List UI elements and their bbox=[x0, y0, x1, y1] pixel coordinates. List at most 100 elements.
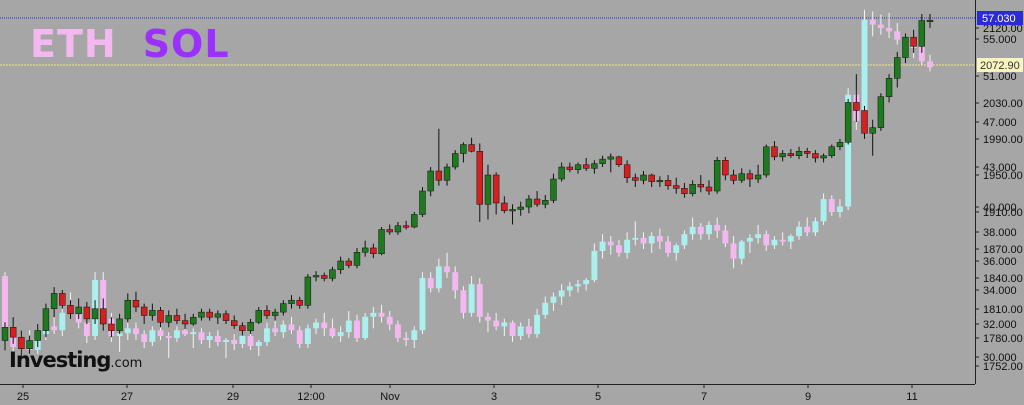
eth-candle bbox=[534, 309, 541, 338]
sol-candle bbox=[34, 324, 41, 348]
eth-candle-body bbox=[378, 312, 385, 317]
sol-candle-body bbox=[517, 206, 524, 210]
eth-candle-body bbox=[877, 24, 884, 28]
sol-candle-body bbox=[746, 173, 754, 180]
sol-candle bbox=[648, 173, 655, 187]
sol-candle bbox=[582, 158, 590, 171]
eth-candle-body bbox=[918, 44, 925, 62]
sol-tick-label: 32.000 bbox=[983, 319, 1017, 331]
eth-candle-body bbox=[648, 236, 655, 244]
sol-candle bbox=[206, 308, 213, 321]
sol-candle bbox=[697, 175, 704, 193]
sol-candle bbox=[550, 173, 557, 203]
sol-candle-body bbox=[566, 166, 574, 170]
eth-candle bbox=[59, 306, 66, 337]
eth-price-badge-label: 2072.90 bbox=[980, 60, 1020, 72]
x-tick-label: 11 bbox=[906, 391, 917, 403]
sol-candle bbox=[345, 258, 353, 269]
eth-price-badge bbox=[977, 58, 1023, 72]
sol-candle-body bbox=[812, 153, 819, 159]
sol-tick-label: 43.000 bbox=[983, 162, 1017, 174]
sol-candle bbox=[869, 119, 876, 156]
sol-candle bbox=[288, 295, 295, 309]
sol-candle-body bbox=[492, 174, 500, 204]
eth-candle-body bbox=[370, 312, 377, 317]
sol-candle bbox=[140, 303, 148, 324]
sol-candle-body bbox=[877, 96, 885, 128]
sol-candle bbox=[763, 144, 770, 178]
eth-candle-body bbox=[632, 237, 639, 240]
y-axis-ticks: 30.000 32.000 34.000 36.000 38.000 40.000 43.0… bbox=[975, 23, 1023, 373]
eth-candle-body bbox=[173, 330, 180, 338]
sol-candle bbox=[492, 172, 500, 215]
sol-candle bbox=[812, 150, 819, 163]
sol-candle-body bbox=[705, 186, 713, 192]
sol-candle-body bbox=[861, 110, 868, 134]
sol-candle bbox=[280, 300, 287, 316]
eth-candle-body bbox=[542, 302, 549, 315]
sol-candle bbox=[722, 156, 729, 181]
sol-candle-body bbox=[853, 102, 860, 111]
eth-candle-body bbox=[231, 340, 238, 344]
price-badges: 57.030 2072.90 bbox=[977, 11, 1023, 72]
sol-candle bbox=[738, 168, 745, 183]
eth-candle-body bbox=[337, 332, 344, 337]
eth-candle bbox=[738, 239, 745, 265]
eth-candle bbox=[485, 312, 491, 333]
eth-candle bbox=[697, 223, 704, 240]
eth-candle-body bbox=[804, 226, 811, 233]
eth-tick-label: 2120.00 bbox=[983, 23, 1023, 35]
eth-candle-body bbox=[583, 280, 590, 285]
sol-candle-body bbox=[59, 293, 66, 306]
sol-candle-body bbox=[910, 36, 917, 47]
eth-candle bbox=[615, 239, 622, 257]
eth-candle bbox=[460, 286, 467, 319]
eth-candle bbox=[435, 258, 442, 293]
sol-candle bbox=[132, 291, 140, 313]
sol-candle bbox=[664, 175, 672, 190]
sol-candle-body bbox=[239, 325, 246, 331]
sol-candle bbox=[632, 173, 639, 187]
eth-candle bbox=[746, 234, 753, 253]
eth-candle bbox=[165, 332, 172, 358]
eth-candle bbox=[403, 332, 410, 346]
sol-candle bbox=[861, 105, 868, 139]
eth-candle-body bbox=[362, 316, 369, 338]
sol-candle-body bbox=[550, 178, 557, 201]
eth-candle bbox=[656, 228, 663, 249]
sol-candle-body bbox=[165, 315, 172, 323]
sol-candle bbox=[222, 310, 230, 324]
sol-candle bbox=[484, 164, 492, 220]
sol-candle bbox=[353, 247, 361, 269]
sol-candle bbox=[181, 313, 189, 329]
sol-candle bbox=[165, 310, 172, 328]
eth-candle-body bbox=[501, 322, 508, 327]
sol-candle bbox=[517, 201, 524, 216]
sol-candle-body bbox=[713, 160, 721, 192]
eth-candle-body bbox=[697, 226, 704, 235]
sol-candle bbox=[673, 177, 680, 194]
x-tick-label: 7 bbox=[701, 391, 707, 403]
sol-candle-body bbox=[1, 327, 9, 341]
eth-candle bbox=[272, 318, 279, 337]
sol-candle bbox=[501, 196, 508, 214]
sol-candle-body bbox=[918, 20, 926, 47]
eth-candle bbox=[394, 320, 401, 342]
sol-candle-body bbox=[632, 177, 639, 181]
sol-price-badge-label: 57.030 bbox=[982, 13, 1016, 25]
eth-candle bbox=[411, 326, 418, 348]
eth-candle bbox=[812, 217, 819, 237]
eth-tick-label: 1780.00 bbox=[983, 333, 1023, 345]
eth-candle-body bbox=[419, 278, 426, 331]
eth-candle-body bbox=[681, 234, 688, 246]
sol-tick-label: 38.000 bbox=[983, 227, 1017, 239]
sol-candle-body bbox=[836, 142, 844, 147]
sol-candle-body bbox=[361, 247, 369, 253]
sol-tick-label: 51.000 bbox=[983, 71, 1017, 83]
eth-candle bbox=[468, 276, 475, 317]
sol-tick-label: 47.000 bbox=[983, 117, 1017, 129]
sol-candle-body bbox=[132, 299, 140, 308]
sol-candle bbox=[894, 51, 901, 88]
investing-logo: Investing.com bbox=[9, 348, 142, 372]
